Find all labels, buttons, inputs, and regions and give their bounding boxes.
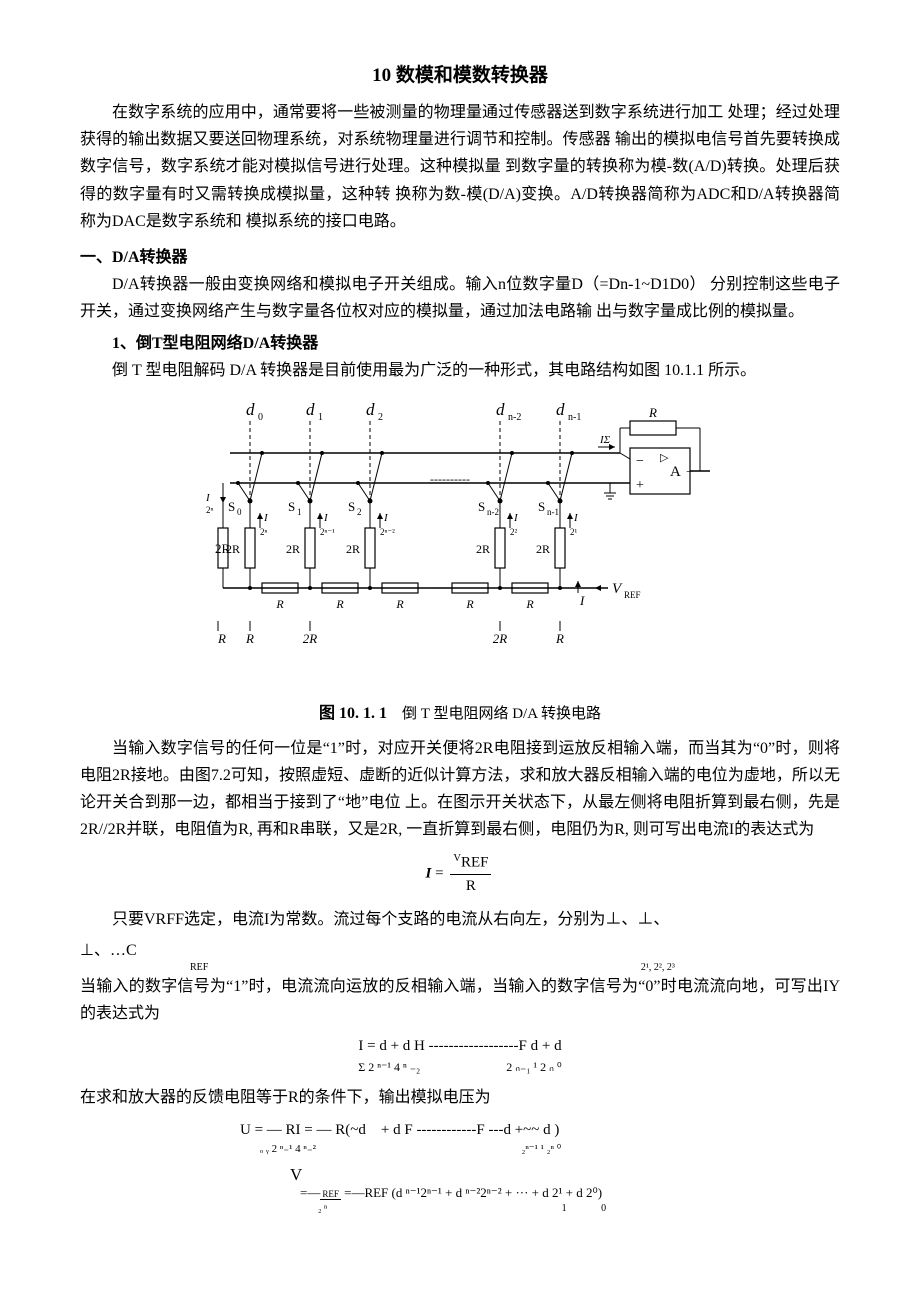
svg-text:REF: REF — [624, 590, 641, 600]
svg-text:I: I — [383, 512, 389, 524]
svg-text:I: I — [205, 492, 211, 504]
section-1-heading: 一、D/A转换器 — [80, 243, 840, 267]
svg-text:2ⁿ⁻²: 2ⁿ⁻² — [380, 527, 395, 537]
svg-text:2ⁿ: 2ⁿ — [206, 505, 214, 515]
svg-text:I: I — [579, 593, 585, 608]
svg-text:n-2: n-2 — [487, 507, 499, 517]
equation-3: U = — RI = — R(~d + d F ------------F --… — [240, 1119, 840, 1216]
svg-text:2²: 2² — [510, 527, 518, 537]
svg-text:2R: 2R — [286, 542, 300, 556]
before-eq3-paragraph: 在求和放大器的反馈电阻等于R的条件下，输出模拟电压为 — [80, 1084, 840, 1111]
branches-paragraph: 当输入的数字信号为“1”时，电流流向运放的反相输入端，当输入的数字信号为“0”时… — [80, 973, 840, 1027]
svg-text:2R: 2R — [226, 542, 240, 556]
frac-line: ⊥、…C — [80, 937, 840, 964]
svg-text:n-1: n-1 — [568, 412, 581, 423]
svg-text:0: 0 — [237, 507, 242, 517]
svg-text:d: d — [246, 400, 255, 419]
svg-text:S: S — [348, 499, 355, 514]
svg-text:d: d — [556, 400, 565, 419]
equation-2: I = d + d H ------------------F d + d Σ … — [80, 1035, 840, 1076]
svg-text:R: R — [275, 597, 284, 611]
svg-text:2R: 2R — [346, 542, 360, 556]
svg-text:S: S — [288, 499, 295, 514]
subsection-1-paragraph: 倒 T 型电阻解码 D/A 转换器是目前使用最为广泛的一种形式，其电路结构如图 … — [80, 357, 840, 384]
small-ref-line: REF 2¹, 2², 2³ — [190, 962, 840, 973]
svg-text:d: d — [496, 400, 505, 419]
svg-text:d: d — [306, 400, 315, 419]
svg-text:R: R — [555, 631, 564, 646]
svg-text:S: S — [538, 499, 545, 514]
svg-text:2R: 2R — [536, 542, 550, 556]
svg-text:0: 0 — [258, 412, 263, 423]
svg-text:1: 1 — [297, 507, 302, 517]
svg-text:R: R — [217, 631, 226, 646]
svg-text:R: R — [395, 597, 404, 611]
figure-caption: 图 10. 1. 1 倒 T 型电阻网络 D/A 转换电路 — [319, 699, 601, 723]
equation-1: I = VREF R — [80, 851, 840, 897]
svg-text:1: 1 — [318, 412, 323, 423]
svg-text:2¹: 2¹ — [570, 527, 578, 537]
svg-text:- - -: - - - — [435, 580, 456, 595]
svg-text:R: R — [335, 597, 344, 611]
svg-text:R: R — [525, 597, 534, 611]
svg-text:▷: ▷ — [660, 452, 669, 464]
after-figure-paragraph: 当输入数字信号的任何一位是“1”时，对应开关便将2R电阻接到运放反相输入端，而当… — [80, 735, 840, 844]
svg-text:−: − — [636, 454, 644, 469]
svg-text:2ⁿ⁻¹: 2ⁿ⁻¹ — [320, 527, 335, 537]
svg-text:R: R — [648, 405, 657, 420]
svg-text:----------: ---------- — [430, 472, 470, 486]
after-eq1-paragraph: 只要VRFF选定，电流I为常数。流过每个支路的电流从右向左，分别为⊥、⊥、 — [80, 906, 840, 933]
svg-text:R: R — [245, 631, 254, 646]
doc-title: 10 数模和模数转换器 — [80, 60, 840, 87]
figure-caption-text: 倒 T 型电阻网络 D/A 转换电路 — [402, 706, 601, 722]
svg-text:+: + — [636, 478, 644, 493]
figure-caption-num: 图 10. 1. 1 — [319, 705, 387, 722]
svg-text:V: V — [612, 581, 623, 597]
svg-text:I: I — [323, 512, 329, 524]
svg-text:2ⁿ: 2ⁿ — [260, 527, 268, 537]
subsection-1-heading: 1、倒T型电阻网络D/A转换器 — [80, 329, 840, 353]
svg-text:R: R — [465, 597, 474, 611]
svg-text:IΣ: IΣ — [599, 434, 611, 446]
section-1-paragraph: D/A转换器一般由变换网络和模拟电子开关组成。输入n位数字量D（=Dn-1~D1… — [80, 271, 840, 325]
svg-text:I: I — [263, 512, 269, 524]
svg-text:I: I — [573, 512, 579, 524]
svg-text:I: I — [513, 512, 519, 524]
svg-text:S: S — [478, 499, 485, 514]
svg-text:A: A — [670, 464, 681, 480]
svg-text:2R: 2R — [303, 631, 318, 646]
svg-text:S: S — [228, 499, 235, 514]
circuit-diagram: ---------- d0d1d2dn-2dn-1 2R I 2ⁿ S02RI2… — [200, 393, 720, 693]
svg-text:2: 2 — [378, 412, 383, 423]
svg-text:2: 2 — [357, 507, 362, 517]
svg-text:2R: 2R — [493, 631, 508, 646]
svg-text:+: + — [686, 465, 694, 480]
svg-text:d: d — [366, 400, 375, 419]
intro-paragraph: 在数字系统的应用中，通常要将一些被测量的物理量通过传感器送到数字系统进行加工 处… — [80, 99, 840, 235]
svg-text:n-1: n-1 — [547, 507, 559, 517]
svg-text:2R: 2R — [476, 542, 490, 556]
svg-text:n-2: n-2 — [508, 412, 521, 423]
figure-10-1-1: ---------- d0d1d2dn-2dn-1 2R I 2ⁿ S02RI2… — [80, 393, 840, 723]
